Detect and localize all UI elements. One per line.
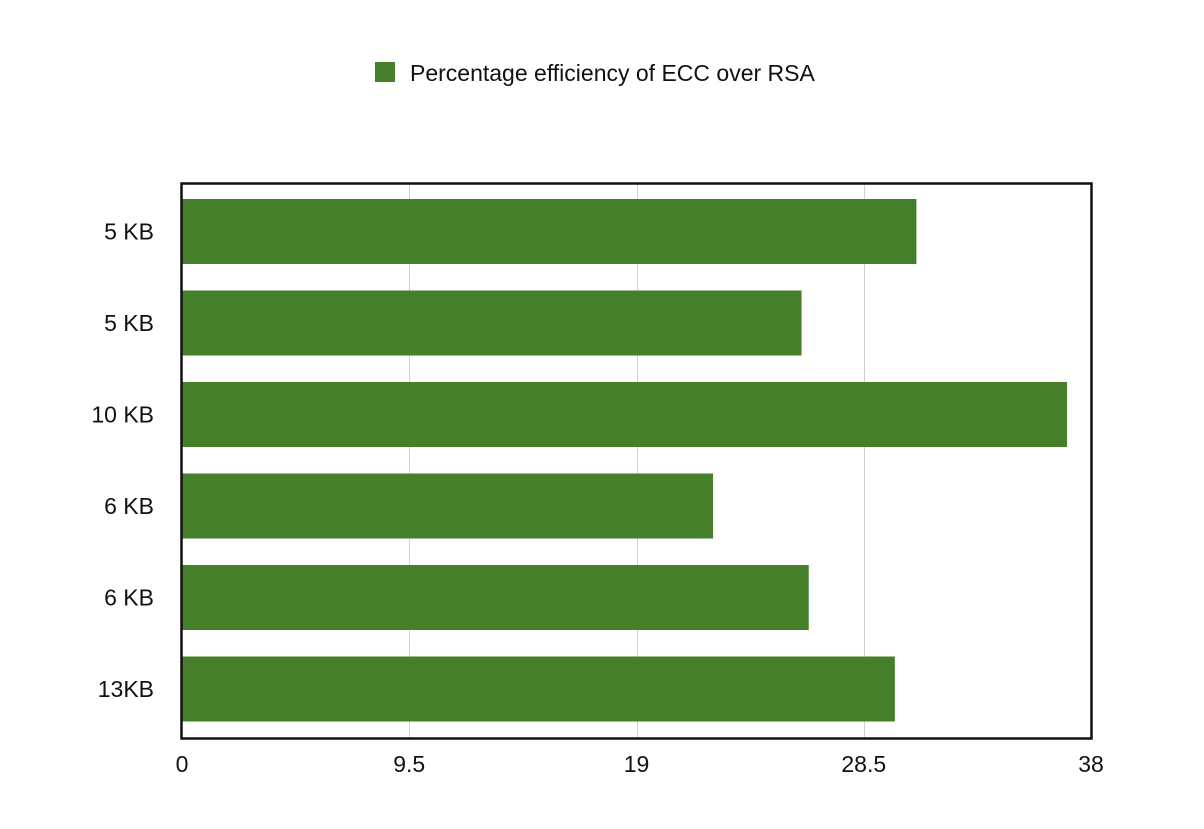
bars: [182, 199, 1068, 722]
y-tick-label: 10 KB: [91, 402, 154, 428]
bar: [182, 656, 895, 722]
plot-frame: [180, 182, 1093, 740]
gridlines: [409, 184, 865, 738]
y-axis-tick-labels: 5 KB 5 KB 10 KB 6 KB 6 KB 13KB: [91, 219, 154, 703]
y-tick-label: 5 KB: [104, 310, 154, 336]
bar: [182, 290, 802, 356]
bar: [182, 199, 917, 264]
legend-swatch: [375, 62, 395, 82]
x-tick-label: 19: [624, 751, 650, 777]
x-tick-label: 28.5: [841, 751, 886, 777]
y-tick-label: 6 KB: [104, 585, 154, 611]
x-tick-label: 0: [176, 751, 189, 777]
bar: [182, 473, 714, 539]
bar: [182, 382, 1068, 447]
legend: Percentage efficiency of ECC over RSA: [375, 60, 815, 86]
bar: [182, 565, 809, 630]
y-tick-label: 13KB: [98, 676, 154, 702]
x-axis-tick-labels: 0 9.5 19 28.5 38: [176, 751, 1104, 777]
y-tick-label: 5 KB: [104, 219, 154, 245]
legend-label: Percentage efficiency of ECC over RSA: [410, 60, 815, 86]
y-tick-label: 6 KB: [104, 493, 154, 519]
x-tick-label: 38: [1078, 751, 1104, 777]
x-tick-label: 9.5: [393, 751, 425, 777]
